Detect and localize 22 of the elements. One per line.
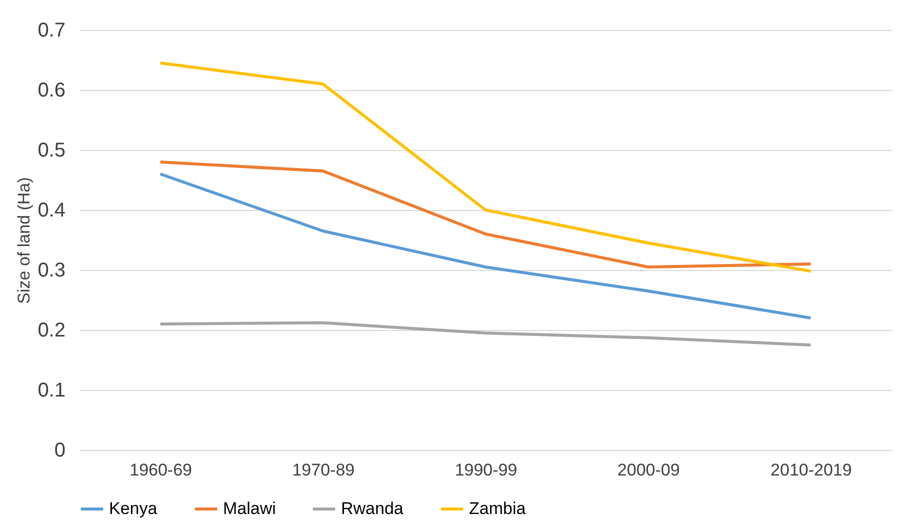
x-tick-label: 1990-99	[454, 460, 518, 480]
line-series	[158, 160, 812, 268]
legend-label: Kenya	[109, 499, 158, 518]
legend-label: Zambia	[469, 499, 526, 518]
y-tick-label: 0.5	[38, 140, 66, 162]
y-tick-label: 0.3	[38, 260, 66, 282]
y-tick-label: 0.1	[38, 380, 66, 402]
legend-label: Rwanda	[341, 499, 404, 518]
line-series	[158, 321, 812, 346]
x-tick-label: 2010-2019	[770, 460, 852, 480]
x-tick-label: 2000-09	[617, 460, 680, 480]
y-tick-label: 0	[54, 440, 66, 462]
y-tick-label: 0.2	[38, 320, 66, 342]
x-tick-label: 1960-69	[130, 460, 192, 480]
line-series	[158, 172, 812, 320]
y-tick-label: 0.6	[38, 80, 66, 102]
legend-label: Malawi	[223, 499, 276, 518]
y-axis-title: Size of land (Ha)	[14, 177, 34, 304]
y-tick-label: 0.7	[38, 20, 66, 42]
x-tick-label: 1970-89	[292, 460, 355, 480]
line-series	[158, 62, 812, 273]
y-tick-label: 0.4	[38, 200, 66, 222]
